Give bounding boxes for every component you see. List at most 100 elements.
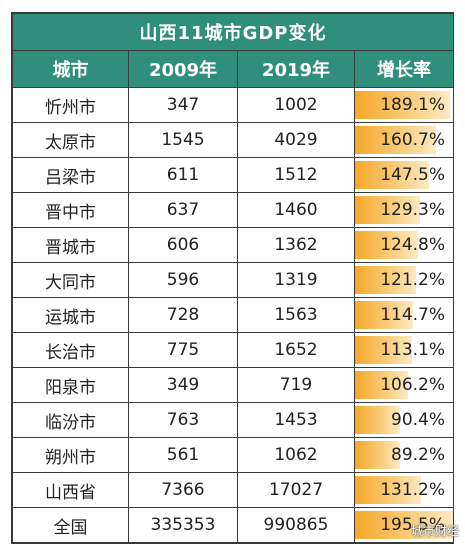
city-cell: 山西省: [12, 472, 129, 508]
growth-cell: 89.2%: [353, 437, 455, 473]
growth-bar: [355, 266, 416, 294]
column-header-2009: 2009年: [128, 50, 238, 88]
table-row: 运城市 728 1563 114.7%: [12, 297, 455, 333]
growth-label: 147.5%: [380, 165, 446, 185]
column-header-2019: 2019年: [237, 50, 355, 88]
growth-label: 90.4%: [391, 410, 446, 430]
table-row: 吕梁市 611 1512 147.5%: [12, 157, 455, 193]
column-header-city: 城市: [12, 50, 129, 88]
gdp-2009-cell: 728: [128, 297, 238, 333]
growth-cell: 195.5%: [353, 507, 455, 543]
growth-cell: 147.5%: [353, 157, 455, 193]
growth-label: 121.2%: [380, 270, 446, 290]
gdp-2019-cell: 1652: [237, 332, 355, 368]
growth-cell: 129.3%: [353, 192, 455, 228]
growth-label: 189.1%: [380, 95, 446, 115]
gdp-2019-cell: 1512: [237, 157, 355, 193]
growth-bar: [355, 511, 454, 539]
gdp-2009-cell: 775: [128, 332, 238, 368]
city-cell: 晋城市: [12, 227, 129, 263]
gdp-2009-cell: 347: [128, 87, 238, 123]
gdp-2009-cell: 561: [128, 437, 238, 473]
city-cell: 阳泉市: [12, 367, 129, 403]
gdp-2009-cell: 637: [128, 192, 238, 228]
growth-cell: 124.8%: [353, 227, 455, 263]
table-row: 长治市 775 1652 113.1%: [12, 332, 455, 368]
growth-label: 195.5%: [380, 515, 446, 535]
growth-cell: 114.7%: [353, 297, 455, 333]
city-cell: 忻州市: [12, 87, 129, 123]
gdp-table-container: 山西11城市GDP变化 城市 2009年 2019年 增长率 忻州市 347 100…: [11, 12, 455, 544]
growth-label: 131.2%: [380, 480, 446, 500]
growth-cell: 106.2%: [353, 367, 455, 403]
city-cell: 朔州市: [12, 437, 129, 473]
city-cell: 太原市: [12, 122, 129, 158]
growth-label: 124.8%: [380, 235, 446, 255]
growth-cell: 121.2%: [353, 262, 455, 298]
table-row: 全国 335353 990865 195.5%: [12, 507, 455, 543]
growth-bar: [355, 441, 400, 469]
city-cell: 临汾市: [12, 402, 129, 438]
watermark: 城市财经: [410, 524, 459, 538]
table-body: 忻州市 347 1002 189.1% 太原市 1545 4029 160.7% 吕梁市 611 1…: [12, 87, 455, 543]
table-row: 晋中市 637 1460 129.3%: [12, 192, 455, 228]
table-row: 晋城市 606 1362 124.8%: [12, 227, 455, 263]
city-cell: 吕梁市: [12, 157, 129, 193]
growth-bar: [355, 126, 436, 154]
city-cell: 晋中市: [12, 192, 129, 228]
growth-bar: [355, 196, 420, 224]
gdp-2009-cell: 1545: [128, 122, 238, 158]
gdp-2019-cell: 719: [237, 367, 355, 403]
gdp-2009-cell: 763: [128, 402, 238, 438]
growth-bar: [355, 161, 429, 189]
gdp-2019-cell: 1362: [237, 227, 355, 263]
gdp-2009-cell: 335353: [128, 507, 238, 543]
gdp-table: 山西11城市GDP变化 城市 2009年 2019年 增长率 忻州市 347 100…: [11, 13, 455, 543]
gdp-2019-cell: 4029: [237, 122, 355, 158]
gdp-2019-cell: 1563: [237, 297, 355, 333]
column-header-growth: 增长率: [353, 50, 455, 88]
city-cell: 长治市: [12, 332, 129, 368]
growth-bar: [355, 371, 409, 399]
growth-cell: 160.7%: [353, 122, 455, 158]
gdp-2019-cell: 990865: [237, 507, 355, 543]
gdp-2019-cell: 1062: [237, 437, 355, 473]
gdp-2019-cell: 17027: [237, 472, 355, 508]
gdp-2019-cell: 1453: [237, 402, 355, 438]
growth-bar: [355, 406, 401, 434]
growth-bar: [355, 336, 412, 364]
growth-label: 160.7%: [380, 130, 446, 150]
gdp-2009-cell: 606: [128, 227, 238, 263]
growth-label: 89.2%: [391, 445, 446, 465]
growth-cell: 90.4%: [353, 402, 455, 438]
growth-bar: [355, 231, 418, 259]
growth-label: 129.3%: [380, 200, 446, 220]
growth-cell: 189.1%: [353, 87, 455, 123]
table-row: 忻州市 347 1002 189.1%: [12, 87, 455, 123]
table-row: 朔州市 561 1062 89.2%: [12, 437, 455, 473]
gdp-2009-cell: 7366: [128, 472, 238, 508]
growth-label: 106.2%: [380, 375, 446, 395]
city-cell: 运城市: [12, 297, 129, 333]
table-row: 阳泉市 349 719 106.2%: [12, 367, 455, 403]
growth-label: 113.1%: [380, 340, 446, 360]
growth-bar: [355, 476, 421, 504]
city-cell: 全国: [12, 507, 129, 543]
table-title: 山西11城市GDP变化: [11, 13, 455, 51]
growth-label: 114.7%: [380, 305, 446, 325]
table-row: 大同市 596 1319 121.2%: [12, 262, 455, 298]
gdp-2009-cell: 349: [128, 367, 238, 403]
gdp-2019-cell: 1460: [237, 192, 355, 228]
table-title-row: 山西11城市GDP变化: [11, 13, 455, 51]
gdp-2019-cell: 1319: [237, 262, 355, 298]
table-row: 山西省 7366 17027 131.2%: [12, 472, 455, 508]
growth-bar: [355, 301, 413, 329]
growth-bar: [355, 91, 450, 119]
city-cell: 大同市: [12, 262, 129, 298]
table-row: 太原市 1545 4029 160.7%: [12, 122, 455, 158]
gdp-2019-cell: 1002: [237, 87, 355, 123]
table-row: 临汾市 763 1453 90.4%: [12, 402, 455, 438]
growth-cell: 131.2%: [353, 472, 455, 508]
table-header-row: 城市 2009年 2019年 增长率: [12, 50, 455, 88]
growth-cell: 113.1%: [353, 332, 455, 368]
